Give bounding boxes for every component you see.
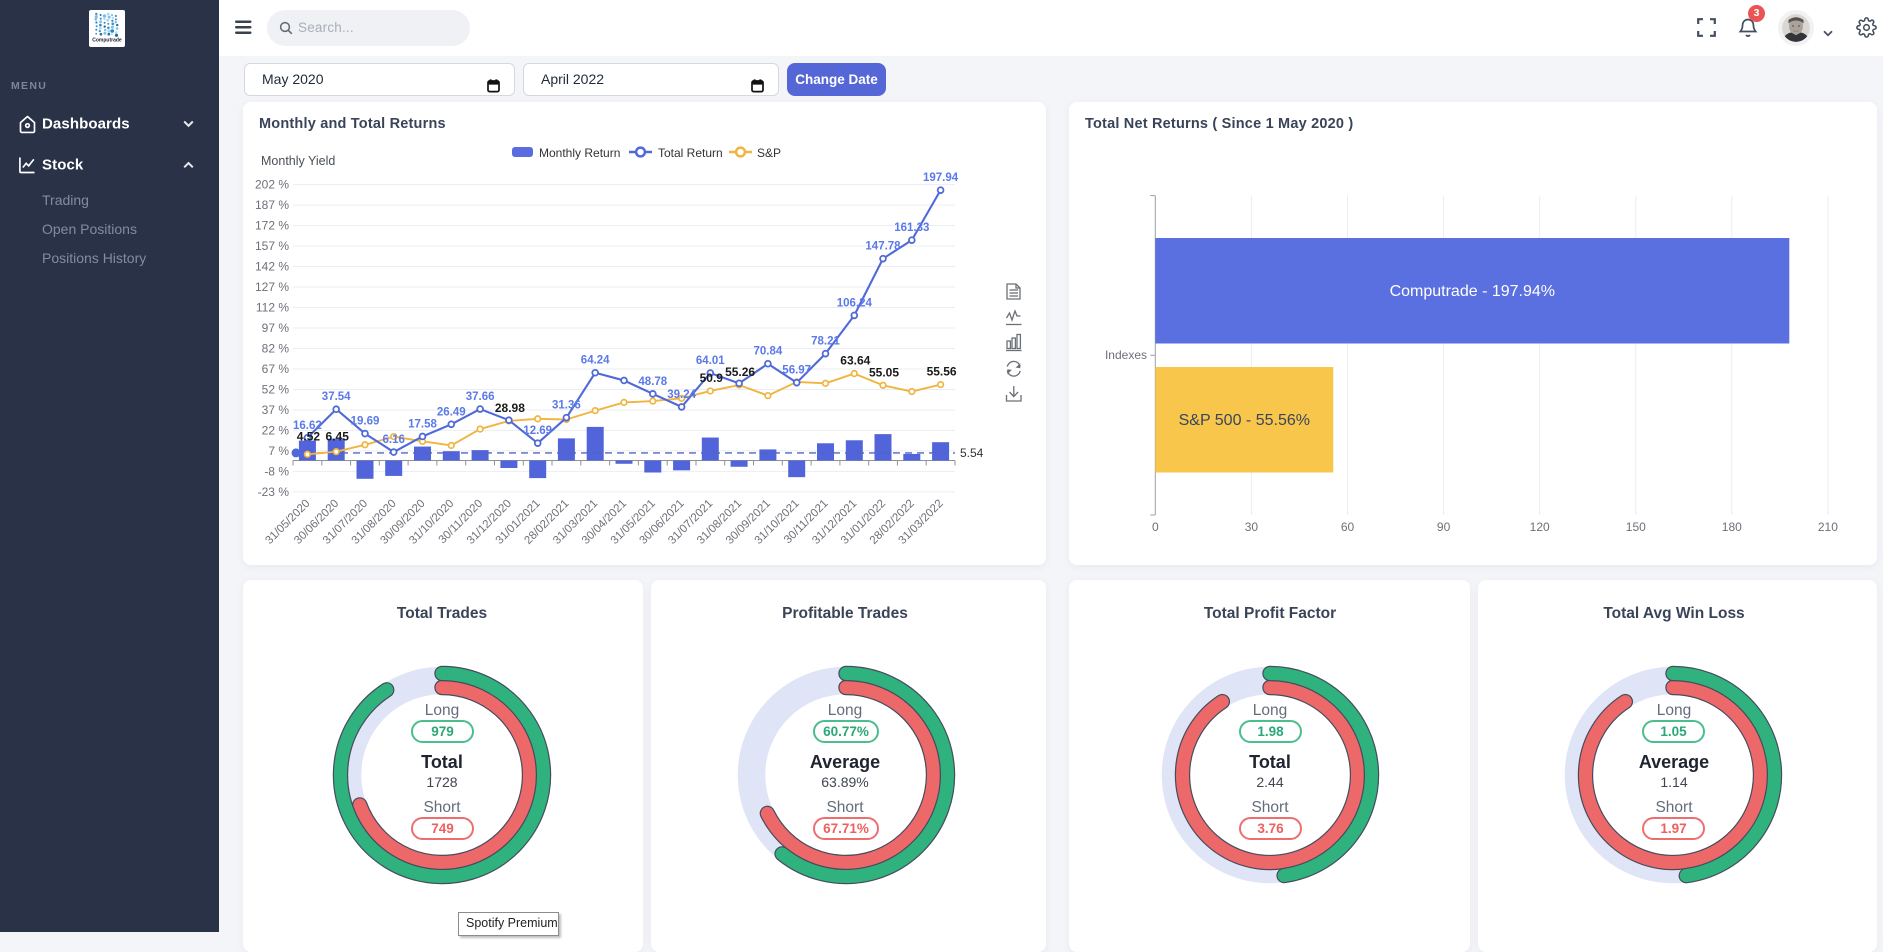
svg-text:0: 0 bbox=[1152, 520, 1159, 534]
svg-text:37.66: 37.66 bbox=[466, 391, 495, 403]
svg-text:82 %: 82 % bbox=[262, 342, 290, 356]
svg-text:28.98: 28.98 bbox=[495, 401, 525, 415]
svg-text:6.45: 6.45 bbox=[326, 430, 350, 444]
svg-text:210: 210 bbox=[1818, 520, 1838, 534]
svg-text:112 %: 112 % bbox=[256, 301, 289, 315]
svg-text:S&P 500 - 55.56%: S&P 500 - 55.56% bbox=[1179, 412, 1310, 429]
svg-text:30: 30 bbox=[1245, 520, 1259, 534]
svg-text:187 %: 187 % bbox=[255, 198, 289, 212]
svg-text:17.58: 17.58 bbox=[408, 419, 437, 431]
svg-text:-8 %: -8 % bbox=[264, 464, 289, 478]
svg-text:37 %: 37 % bbox=[262, 403, 290, 417]
svg-text:70.84: 70.84 bbox=[754, 346, 783, 358]
svg-text:56.97: 56.97 bbox=[782, 365, 811, 377]
svg-text:55.56: 55.56 bbox=[927, 365, 957, 379]
svg-text:Computrade: Computrade bbox=[92, 38, 122, 44]
svg-text:67 %: 67 % bbox=[262, 362, 290, 376]
svg-text:63.64: 63.64 bbox=[840, 354, 870, 368]
svg-text:120: 120 bbox=[1530, 520, 1550, 534]
svg-text:64.24: 64.24 bbox=[581, 355, 610, 367]
svg-text:55.26: 55.26 bbox=[725, 365, 755, 379]
svg-text:52 %: 52 % bbox=[262, 383, 290, 397]
svg-text:6.16: 6.16 bbox=[383, 434, 405, 446]
svg-text:19.69: 19.69 bbox=[351, 416, 380, 428]
svg-text:106.24: 106.24 bbox=[837, 297, 873, 309]
svg-text:55.05: 55.05 bbox=[869, 365, 899, 379]
svg-text:127 %: 127 % bbox=[255, 280, 289, 294]
svg-text:12.69: 12.69 bbox=[523, 425, 552, 437]
svg-text:60: 60 bbox=[1341, 520, 1355, 534]
svg-text:78.21: 78.21 bbox=[811, 336, 840, 348]
svg-text:5.54: 5.54 bbox=[960, 446, 984, 460]
svg-text:64.01: 64.01 bbox=[696, 355, 725, 367]
svg-text:150: 150 bbox=[1626, 520, 1646, 534]
svg-text:147.78: 147.78 bbox=[865, 241, 901, 253]
svg-text:90: 90 bbox=[1437, 520, 1451, 534]
svg-text:22 %: 22 % bbox=[262, 423, 290, 437]
svg-text:37.54: 37.54 bbox=[322, 391, 351, 403]
svg-text:97 %: 97 % bbox=[262, 321, 290, 335]
svg-text:26.49: 26.49 bbox=[437, 406, 466, 418]
svg-text:4.52: 4.52 bbox=[297, 430, 321, 444]
svg-text:157 %: 157 % bbox=[255, 239, 289, 253]
svg-text:180: 180 bbox=[1722, 520, 1742, 534]
svg-text:-23 %: -23 % bbox=[258, 485, 290, 499]
svg-text:202 %: 202 % bbox=[255, 178, 289, 192]
svg-text:142 %: 142 % bbox=[255, 260, 289, 274]
svg-text:50.9: 50.9 bbox=[700, 371, 724, 385]
svg-text:31.36: 31.36 bbox=[552, 400, 581, 412]
svg-text:172 %: 172 % bbox=[255, 219, 289, 233]
svg-text:Computrade - 197.94%: Computrade - 197.94% bbox=[1390, 283, 1555, 300]
svg-text:161.33: 161.33 bbox=[894, 222, 929, 234]
svg-text:7 %: 7 % bbox=[268, 444, 289, 458]
svg-text:197.94: 197.94 bbox=[923, 172, 959, 184]
svg-text:Indexes: Indexes bbox=[1105, 348, 1147, 362]
svg-text:16.62: 16.62 bbox=[293, 420, 322, 432]
svg-text:39.24: 39.24 bbox=[667, 389, 696, 401]
svg-text:48.78: 48.78 bbox=[638, 376, 667, 388]
